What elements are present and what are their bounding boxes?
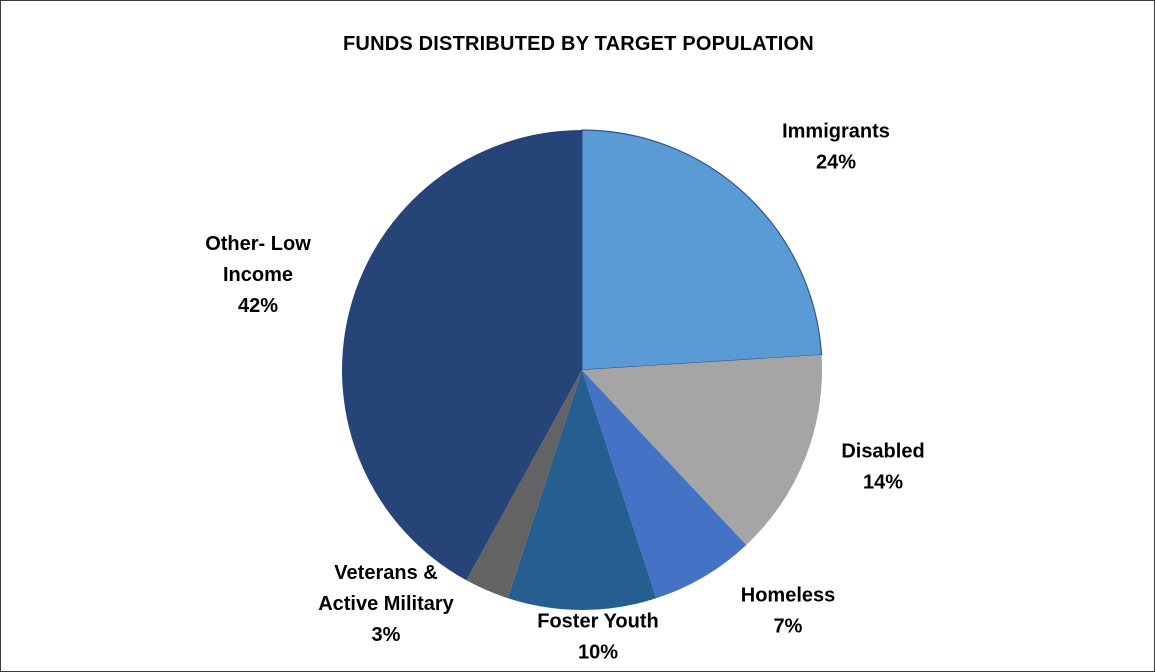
- slice-percent-disabled: 14%: [863, 472, 903, 494]
- pie-slice-homeless: [582, 370, 747, 599]
- pie-slice-disabled: [582, 354, 823, 545]
- pie-slice-foster-youth: [507, 370, 657, 610]
- slice-label-disabled: Disabled: [841, 441, 924, 463]
- slice-percent-foster-youth: 10%: [578, 642, 618, 664]
- slice-label-foster-youth: Foster Youth: [537, 611, 658, 633]
- slice-label-homeless: Homeless: [741, 585, 836, 607]
- chart-title: FUNDS DISTRIBUTED BY TARGET POPULATION: [343, 33, 814, 55]
- slice-label-veterans: Veterans & Active Military: [318, 562, 454, 615]
- slice-percent-veterans: 3%: [372, 624, 401, 646]
- slice-label-immigrants: Immigrants: [782, 121, 890, 143]
- slice-label-other-low-income: Other- Low Income: [205, 233, 311, 286]
- pie-slice-veterans: [466, 370, 582, 599]
- pie-slices: [342, 129, 823, 610]
- pie-labels: Immigrants 24% Disabled 14% Homeless 7% Foster…: [205, 121, 924, 664]
- pie-slice-immigrants: [581, 129, 823, 371]
- slice-percent-homeless: 7%: [774, 616, 803, 638]
- slice-percent-immigrants: 24%: [816, 152, 856, 174]
- pie-slice-other-low-income: [342, 130, 582, 581]
- slice-percent-other-low-income: 42%: [238, 295, 278, 317]
